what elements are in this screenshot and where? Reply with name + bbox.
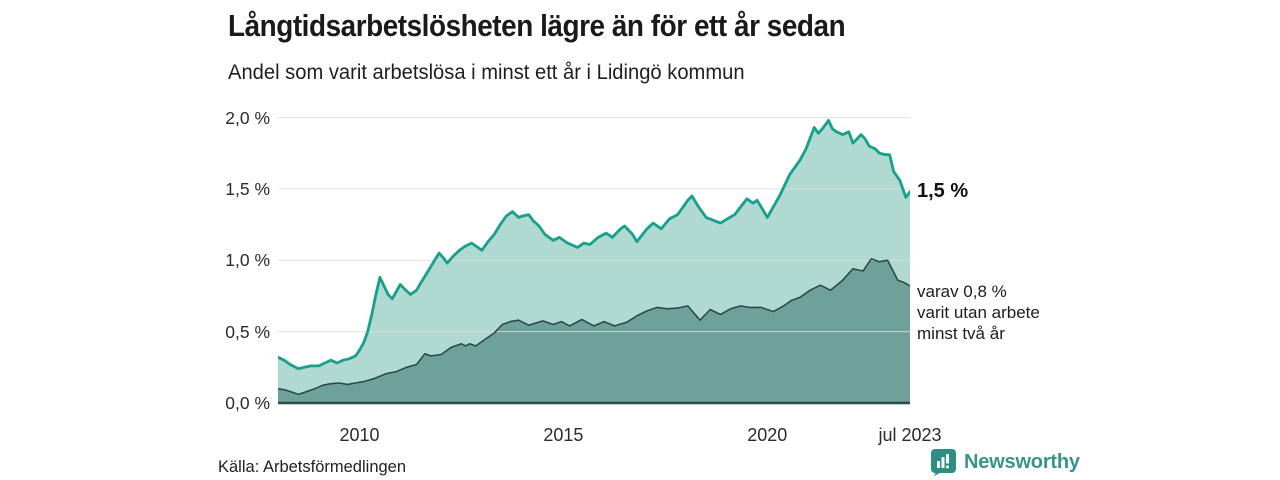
secondary-series-annotation: varav 0,8 % varit utan arbete minst två … [917,281,1040,344]
exclamation-bar [946,454,949,464]
annotation-line-1: varav 0,8 % [917,282,1007,301]
annotation-line-3: minst två år [917,324,1005,343]
x-tick-label: 2015 [543,425,584,445]
x-tick-label: 2020 [747,425,788,445]
annotation-line-2: varit utan arbete [917,303,1040,322]
chart-strokes [278,119,910,396]
bar-2 [941,457,945,468]
newsworthy-wordmark: Newsworthy [964,450,1080,473]
series-1yr-line [278,119,910,371]
y-tick-label: 2,0 % [225,107,270,128]
y-tick-label: 1,5 % [225,178,270,199]
series-2yr-area [278,258,910,403]
bar-1 [937,461,940,468]
area-chart [278,117,910,405]
chart-fills [278,120,910,404]
y-tick-label: 0,5 % [225,321,270,342]
series-2yr-line [278,258,910,396]
y-tick-label: 0,0 % [225,393,270,413]
gridlines [278,117,910,333]
page-title: Långtidsarbetslösheten lägre än för ett … [228,8,846,43]
y-tick-label: 1,0 % [225,250,270,271]
end-value-label: 1,5 % [917,180,969,202]
newsworthy-bubble-icon [931,449,956,476]
x-tick-label: jul 2023 [878,425,942,445]
source-note: Källa: Arbetsförmedlingen [218,458,407,476]
newsworthy-logo: Newsworthy [930,448,1080,476]
x-tick-label: 2010 [339,425,380,445]
exclamation-dot [946,465,949,469]
page-subtitle: Andel som varit arbetslösa i minst ett å… [228,61,745,84]
